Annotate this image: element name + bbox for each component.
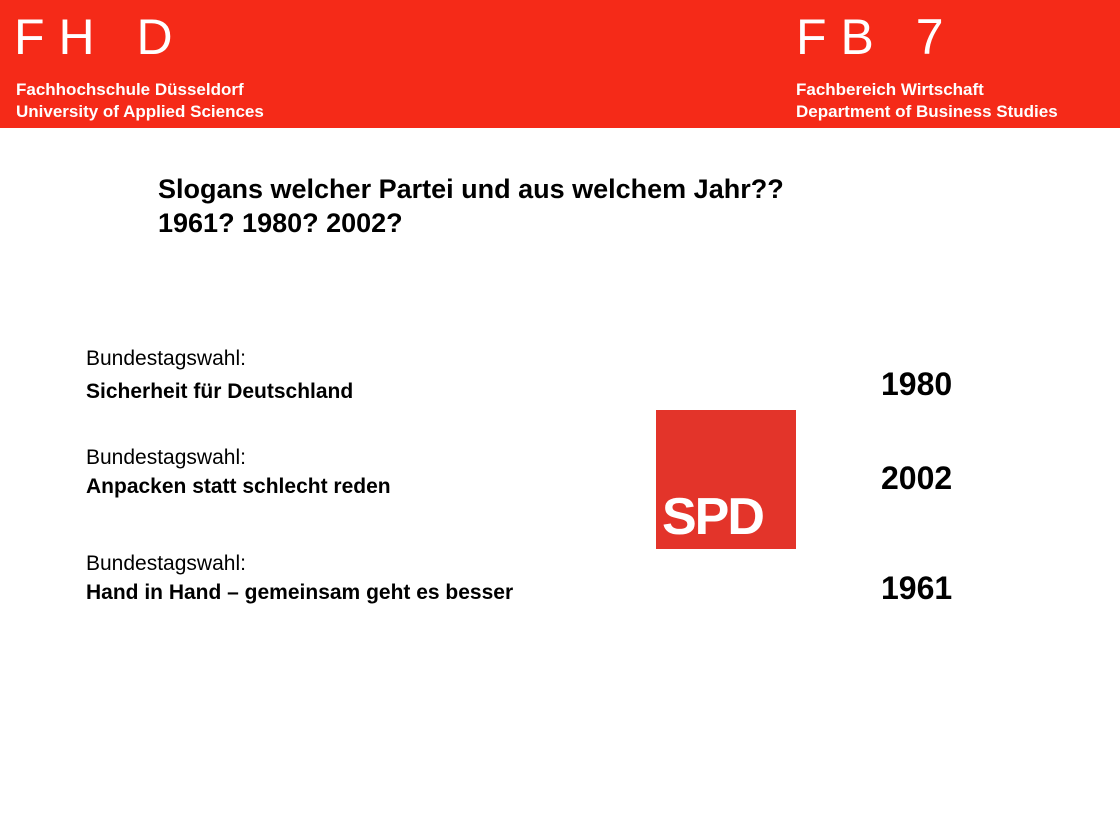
year-answer-1: 1980 [881,366,953,402]
year-answer-3: 1961 [881,570,953,606]
election-label: Bundestagswahl: [86,347,246,370]
spd-logo: SPD [656,410,796,549]
election-label: Bundestagswahl: [86,552,246,575]
department-name-en: Department of Business Studies [796,102,1058,121]
slogan-text: Hand in Hand – gemeinsam geht es besser [86,581,514,604]
slide-title-line1: Slogans welcher Partei und aus welchem J… [158,174,784,204]
spd-logo-text: SPD [662,488,765,546]
slogan-entry-1: Bundestagswahl: Sicherheit für Deutschla… [86,345,353,407]
fb7-logo: FB 7 [796,9,958,65]
slogan-text: Sicherheit für Deutschland [86,380,354,403]
year-answer-2: 2002 [881,460,953,496]
slogan-entry-2: Bundestagswahl: Anpacken statt schlecht … [86,444,391,502]
slogan-entry-3: Bundestagswahl: Hand in Hand – gemeinsam… [86,550,513,608]
slide-title: Slogans welcher Partei und aus welchem J… [158,172,784,240]
header-banner: FH D Fachhochschule Düsseldorf Universit… [0,0,1120,128]
slogan-text: Anpacken statt schlecht reden [86,475,391,498]
university-name-en: University of Applied Sciences [16,102,264,121]
slide-title-line2: 1961? 1980? 2002? [158,208,403,238]
department-name-de: Fachbereich Wirtschaft [796,80,984,99]
election-label: Bundestagswahl: [86,446,246,469]
university-name-de: Fachhochschule Düsseldorf [16,80,244,99]
fhd-logo: FH D [14,9,187,65]
